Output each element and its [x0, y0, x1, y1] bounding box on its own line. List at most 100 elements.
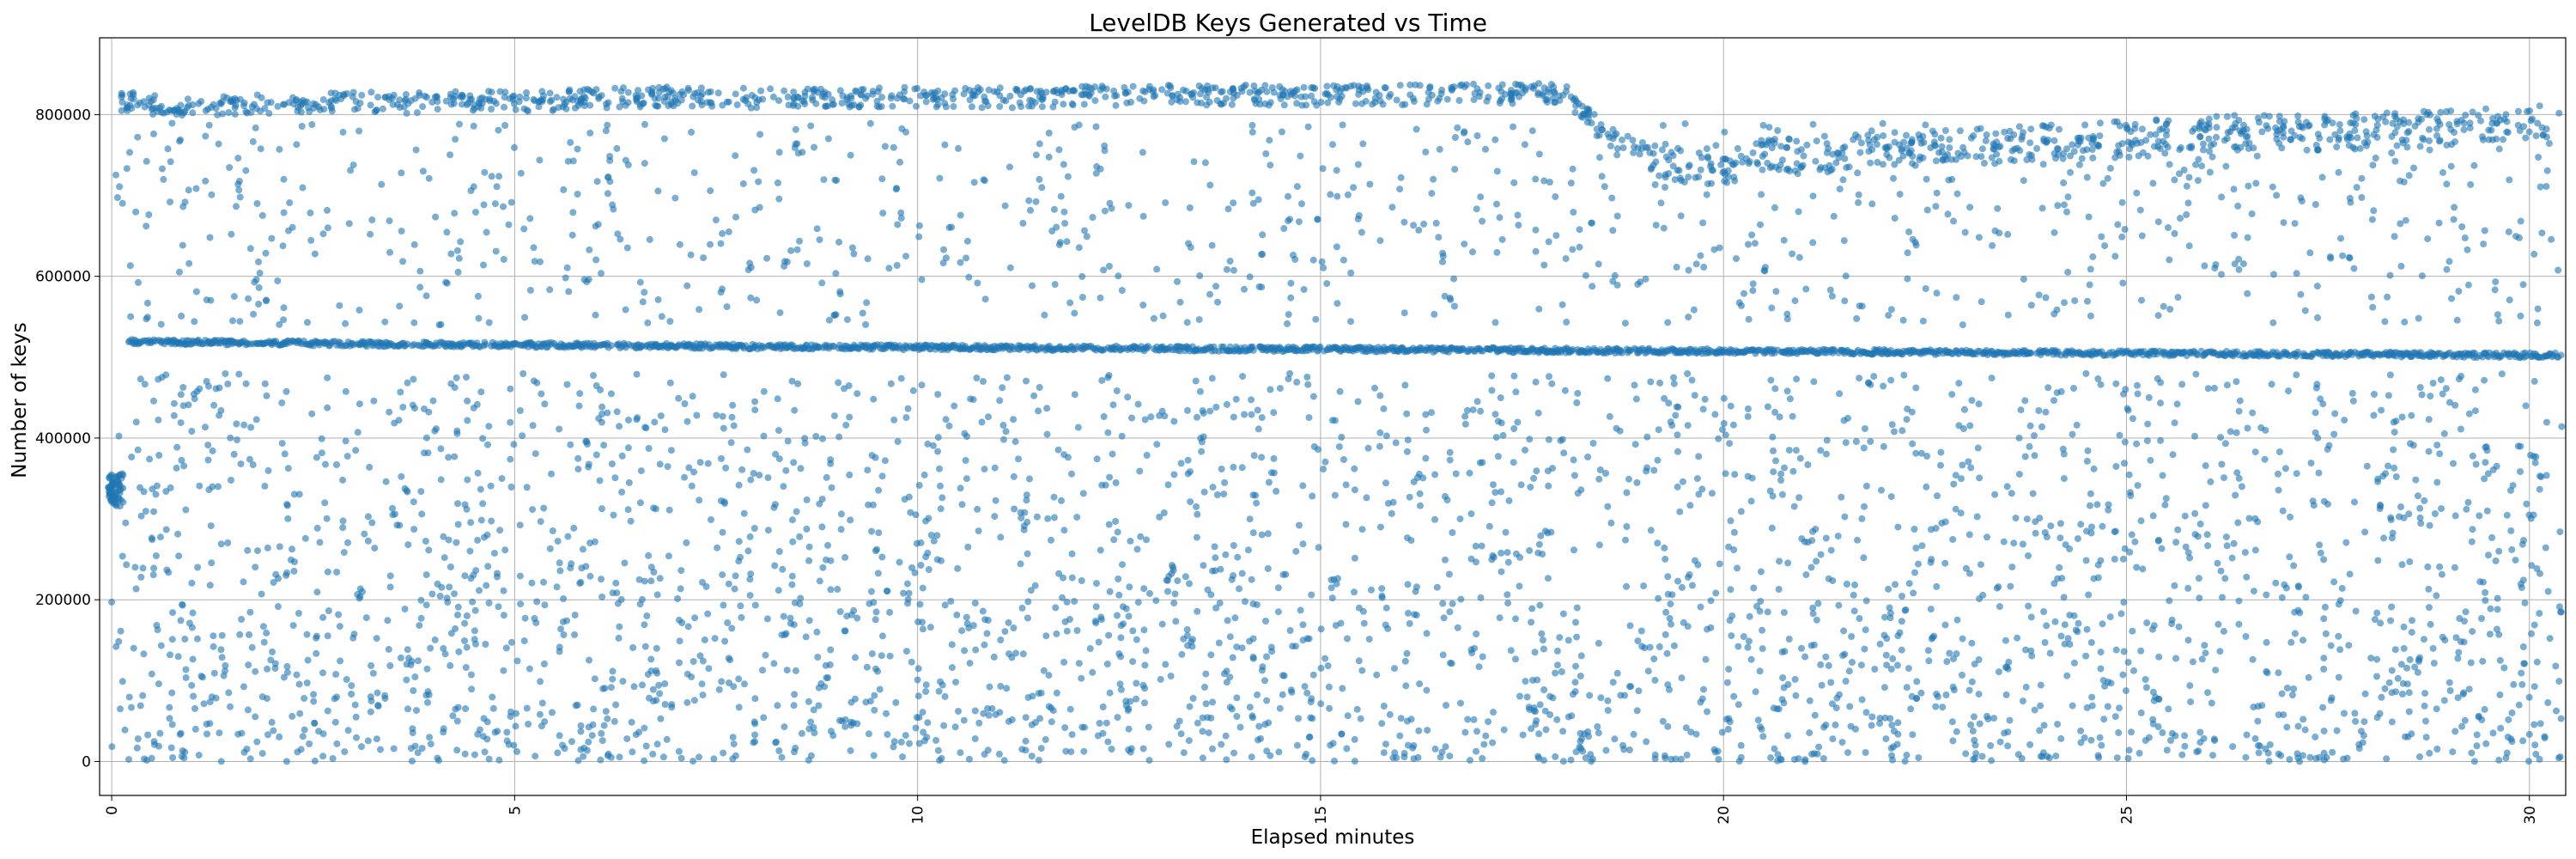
data-point	[924, 719, 932, 727]
data-point	[608, 342, 615, 350]
data-point	[276, 145, 283, 153]
data-point	[1715, 756, 1722, 763]
data-point	[1185, 240, 1192, 247]
data-point	[191, 704, 198, 712]
data-point	[179, 241, 186, 249]
data-point	[1012, 85, 1020, 93]
data-point	[1995, 143, 2002, 151]
data-point	[2196, 119, 2204, 127]
data-point	[295, 610, 302, 617]
data-point	[481, 168, 489, 176]
data-point	[2074, 535, 2081, 543]
data-point	[1931, 142, 1939, 149]
data-point	[546, 89, 554, 97]
data-point	[373, 635, 380, 643]
data-point	[2477, 117, 2484, 125]
data-point	[1680, 178, 1688, 186]
data-point	[2129, 415, 2136, 423]
data-point	[1167, 673, 1175, 679]
data-point	[957, 211, 964, 219]
data-point	[2191, 432, 2198, 440]
data-point	[644, 319, 652, 326]
data-point	[941, 141, 949, 149]
data-point	[478, 94, 486, 101]
data-point	[1868, 127, 1875, 135]
data-point	[1217, 88, 1224, 96]
data-point	[1129, 82, 1137, 90]
data-point	[1287, 294, 1295, 302]
data-point	[1649, 149, 1657, 157]
data-point	[2045, 125, 2053, 132]
data-point	[1712, 142, 1720, 149]
data-point	[2099, 180, 2107, 187]
data-point	[467, 187, 475, 194]
data-point	[1812, 157, 1820, 165]
data-point	[878, 632, 886, 640]
data-point	[1296, 521, 1303, 529]
data-point	[333, 461, 340, 468]
data-point	[1396, 186, 1404, 193]
data-point	[2312, 142, 2320, 149]
data-point	[696, 306, 703, 314]
data-point	[2004, 230, 2012, 238]
data-point	[1932, 157, 1940, 165]
data-point	[2346, 194, 2354, 202]
data-point	[2434, 118, 2442, 125]
data-point	[1816, 166, 1824, 174]
data-point	[1749, 149, 1757, 156]
data-point	[143, 314, 151, 321]
data-point	[2200, 146, 2207, 154]
data-point	[1479, 217, 1486, 225]
data-point	[1450, 302, 1458, 310]
data-point	[1121, 84, 1128, 91]
data-point	[1554, 661, 1561, 669]
data-point	[249, 137, 257, 145]
data-point	[167, 744, 175, 752]
data-point	[1358, 228, 1365, 236]
data-point	[289, 94, 296, 101]
data-point	[915, 222, 923, 229]
data-point	[307, 236, 315, 244]
data-point	[1415, 226, 1423, 234]
data-point	[1080, 101, 1088, 108]
data-point	[453, 539, 460, 546]
data-point	[960, 90, 968, 98]
data-point	[2557, 351, 2565, 359]
data-point	[2191, 509, 2199, 517]
data-point	[2287, 127, 2295, 135]
data-point	[811, 143, 817, 151]
data-point	[231, 110, 239, 118]
data-point	[396, 96, 404, 104]
data-point	[1298, 101, 1306, 109]
data-point	[2283, 685, 2291, 691]
data-point	[301, 695, 308, 702]
data-point	[244, 546, 252, 554]
data-point	[2496, 691, 2504, 698]
data-point	[822, 661, 829, 669]
data-point	[306, 740, 313, 747]
data-point	[150, 564, 158, 572]
data-point	[208, 191, 216, 198]
data-point	[722, 464, 730, 472]
data-point	[2064, 193, 2072, 201]
data-point	[1241, 285, 1248, 293]
data-point	[1966, 204, 1974, 211]
data-point	[1890, 174, 1897, 182]
data-point	[776, 309, 784, 317]
data-point	[1347, 318, 1354, 326]
data-point	[1918, 542, 1926, 550]
data-point	[2244, 132, 2251, 140]
data-point	[2460, 126, 2468, 134]
data-point	[1510, 179, 1518, 186]
data-point	[1403, 448, 1411, 455]
data-point	[1212, 283, 1219, 290]
data-point	[477, 516, 485, 524]
data-point	[879, 210, 887, 217]
data-point	[358, 91, 366, 99]
data-point	[775, 548, 783, 555]
data-point	[2004, 742, 2012, 750]
data-point	[2343, 136, 2351, 143]
data-point	[2120, 599, 2128, 606]
data-point	[2163, 126, 2171, 134]
data-point	[2231, 231, 2239, 239]
